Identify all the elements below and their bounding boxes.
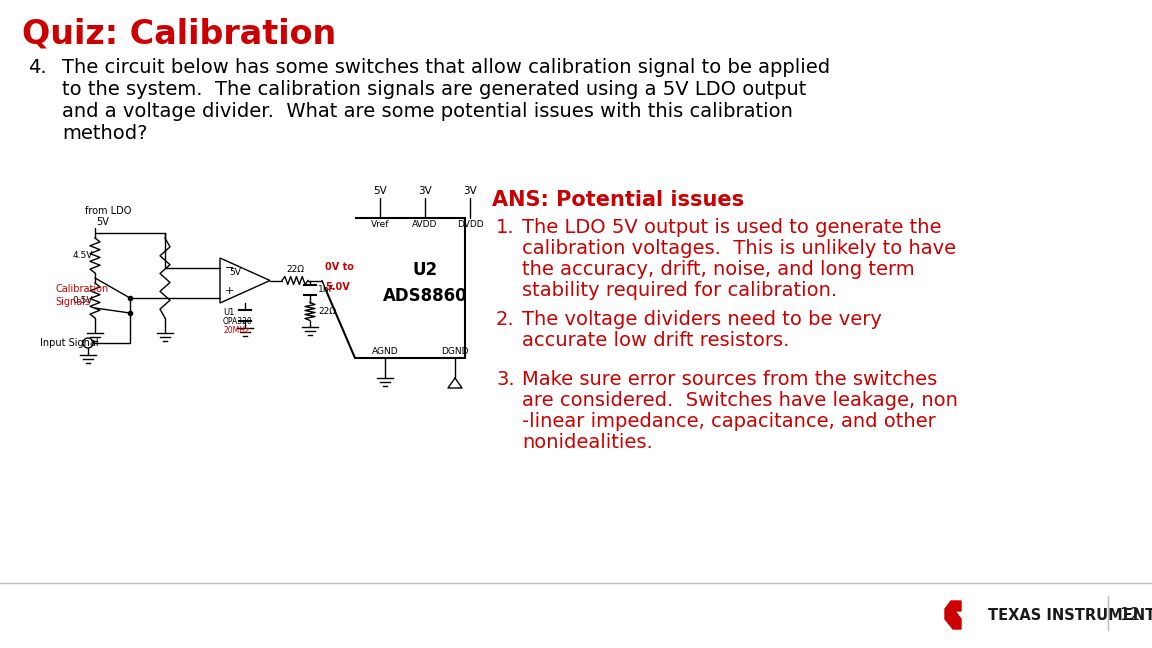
Text: stability required for calibration.: stability required for calibration.	[522, 281, 838, 300]
Text: accurate low drift resistors.: accurate low drift resistors.	[522, 331, 789, 350]
Text: 4.5V: 4.5V	[73, 251, 93, 260]
Text: ADS8860: ADS8860	[382, 287, 468, 305]
Text: from LDO: from LDO	[85, 206, 131, 216]
Text: 22Ω: 22Ω	[286, 264, 304, 273]
Text: 3V: 3V	[463, 186, 477, 196]
Text: DGND: DGND	[441, 347, 469, 356]
Text: Make sure error sources from the switches: Make sure error sources from the switche…	[522, 370, 938, 389]
Text: ANS: Potential issues: ANS: Potential issues	[492, 190, 744, 210]
Text: 22Ω: 22Ω	[318, 307, 336, 316]
Text: AGND: AGND	[372, 347, 399, 356]
Text: 1.: 1.	[497, 218, 515, 237]
Text: 4.: 4.	[28, 58, 46, 77]
Text: 12: 12	[1120, 606, 1140, 624]
Text: AVDD: AVDD	[412, 220, 438, 229]
Text: The circuit below has some switches that allow calibration signal to be applied: The circuit below has some switches that…	[62, 58, 831, 77]
Text: 0V to: 0V to	[325, 262, 354, 273]
Text: and a voltage divider.  What are some potential issues with this calibration: and a voltage divider. What are some pot…	[62, 102, 793, 121]
Text: +: +	[225, 286, 234, 296]
Text: 5V: 5V	[96, 217, 109, 227]
Text: Calibration
Signals: Calibration Signals	[55, 284, 108, 307]
Text: Input Signal: Input Signal	[40, 338, 99, 348]
Text: -linear impedance, capacitance, and other: -linear impedance, capacitance, and othe…	[522, 412, 935, 431]
Text: the accuracy, drift, noise, and long term: the accuracy, drift, noise, and long ter…	[522, 260, 915, 279]
Text: calibration voltages.  This is unlikely to have: calibration voltages. This is unlikely t…	[522, 239, 956, 258]
Polygon shape	[945, 601, 961, 629]
Text: The LDO 5V output is used to generate the: The LDO 5V output is used to generate th…	[522, 218, 941, 237]
Text: 1nF: 1nF	[318, 285, 334, 294]
Text: nonidealities.: nonidealities.	[522, 433, 653, 452]
Text: 5V: 5V	[373, 186, 387, 196]
Text: method?: method?	[62, 124, 147, 143]
Text: 5.0V: 5.0V	[325, 283, 350, 292]
Text: to the system.  The calibration signals are generated using a 5V LDO output: to the system. The calibration signals a…	[62, 80, 806, 99]
Text: U2: U2	[412, 261, 438, 279]
Text: Quiz: Calibration: Quiz: Calibration	[22, 18, 336, 51]
Text: The voltage dividers need to be very: The voltage dividers need to be very	[522, 310, 882, 329]
Text: TEXAS INSTRUMENTS: TEXAS INSTRUMENTS	[988, 608, 1152, 623]
Text: 20MHz: 20MHz	[223, 326, 249, 335]
Text: 0.5V: 0.5V	[73, 296, 93, 305]
Text: OPA320: OPA320	[223, 317, 252, 326]
Text: 3V: 3V	[418, 186, 432, 196]
Text: DVDD: DVDD	[456, 220, 484, 229]
Text: −: −	[225, 263, 234, 273]
Text: 2.: 2.	[497, 310, 515, 329]
Text: 3.: 3.	[497, 370, 515, 389]
Text: 5V: 5V	[229, 268, 241, 277]
Text: Vref: Vref	[371, 220, 389, 229]
Text: U1: U1	[223, 308, 234, 317]
Text: are considered.  Switches have leakage, non: are considered. Switches have leakage, n…	[522, 391, 957, 410]
